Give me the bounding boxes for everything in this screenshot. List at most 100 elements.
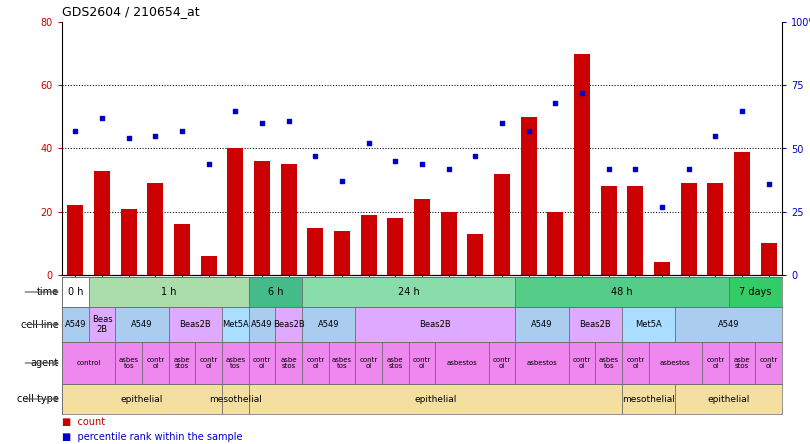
Bar: [275, 342, 302, 384]
Point: [655, 203, 668, 210]
Text: 48 h: 48 h: [612, 287, 633, 297]
Point: [389, 158, 402, 165]
Bar: [515, 277, 729, 307]
Bar: [307, 228, 323, 275]
Bar: [649, 342, 702, 384]
Text: asbestos: asbestos: [526, 360, 557, 366]
Text: mesothelial: mesothelial: [209, 395, 262, 404]
Point: [762, 180, 775, 187]
Bar: [115, 307, 168, 342]
Bar: [595, 342, 622, 384]
Bar: [729, 277, 782, 307]
Bar: [94, 170, 110, 275]
Bar: [707, 183, 723, 275]
Text: asbe
stos: asbe stos: [280, 357, 297, 369]
Bar: [249, 342, 275, 384]
Bar: [601, 186, 616, 275]
Text: time: time: [36, 287, 58, 297]
Text: epithelial: epithelial: [414, 395, 457, 404]
Point: [682, 165, 695, 172]
Point: [335, 178, 348, 185]
Bar: [515, 307, 569, 342]
Bar: [62, 342, 115, 384]
Text: contr
ol: contr ol: [199, 357, 218, 369]
Text: Beas2B: Beas2B: [420, 320, 451, 329]
Text: contr
ol: contr ol: [760, 357, 778, 369]
Text: A549: A549: [65, 320, 86, 329]
Bar: [329, 342, 356, 384]
Bar: [201, 256, 216, 275]
Bar: [302, 277, 515, 307]
Point: [176, 127, 189, 135]
Bar: [195, 342, 222, 384]
Point: [149, 132, 162, 139]
Text: Beas2B: Beas2B: [180, 320, 211, 329]
Bar: [574, 54, 590, 275]
Text: cell type: cell type: [16, 394, 58, 404]
Text: 0 h: 0 h: [67, 287, 83, 297]
Text: asbestos: asbestos: [446, 360, 477, 366]
Text: epithelial: epithelial: [121, 395, 163, 404]
Point: [69, 127, 82, 135]
Text: contr
ol: contr ol: [413, 357, 431, 369]
Bar: [734, 152, 750, 275]
Bar: [254, 161, 270, 275]
Point: [709, 132, 722, 139]
Text: cell line: cell line: [20, 320, 58, 329]
Text: 6 h: 6 h: [267, 287, 283, 297]
Bar: [622, 384, 676, 414]
Bar: [676, 384, 782, 414]
Bar: [88, 277, 249, 307]
Bar: [275, 307, 302, 342]
Bar: [88, 307, 115, 342]
Text: Beas2B: Beas2B: [273, 320, 305, 329]
Bar: [569, 307, 622, 342]
Text: contr
ol: contr ol: [306, 357, 325, 369]
Bar: [414, 199, 430, 275]
Bar: [142, 342, 168, 384]
Bar: [356, 307, 515, 342]
Point: [522, 127, 535, 135]
Bar: [441, 212, 457, 275]
Bar: [121, 209, 137, 275]
Bar: [62, 307, 88, 342]
Text: 24 h: 24 h: [398, 287, 420, 297]
Text: asbes
tos: asbes tos: [118, 357, 139, 369]
Point: [469, 153, 482, 160]
Point: [629, 165, 642, 172]
Bar: [467, 234, 484, 275]
Text: asbes
tos: asbes tos: [225, 357, 245, 369]
Bar: [676, 307, 782, 342]
Bar: [756, 342, 782, 384]
Bar: [249, 384, 622, 414]
Text: A549: A549: [718, 320, 740, 329]
Text: contr
ol: contr ol: [253, 357, 271, 369]
Bar: [249, 277, 302, 307]
Point: [122, 135, 135, 142]
Bar: [409, 342, 435, 384]
Bar: [281, 164, 296, 275]
Bar: [302, 342, 329, 384]
Text: 1 h: 1 h: [161, 287, 177, 297]
Bar: [174, 224, 190, 275]
Text: contr
ol: contr ol: [626, 357, 645, 369]
Point: [96, 115, 109, 122]
Text: ■  percentile rank within the sample: ■ percentile rank within the sample: [62, 432, 242, 441]
Bar: [147, 183, 164, 275]
Bar: [67, 206, 83, 275]
Bar: [654, 262, 670, 275]
Point: [496, 119, 509, 127]
Text: contr
ol: contr ol: [147, 357, 164, 369]
Text: contr
ol: contr ol: [360, 357, 377, 369]
Text: epithelial: epithelial: [707, 395, 750, 404]
Text: Beas2B: Beas2B: [579, 320, 612, 329]
Point: [416, 160, 428, 167]
Bar: [622, 307, 676, 342]
Bar: [548, 212, 563, 275]
Bar: [168, 342, 195, 384]
Bar: [488, 342, 515, 384]
Bar: [515, 342, 569, 384]
Text: asbes
tos: asbes tos: [599, 357, 619, 369]
Text: contr
ol: contr ol: [706, 357, 724, 369]
Bar: [222, 342, 249, 384]
